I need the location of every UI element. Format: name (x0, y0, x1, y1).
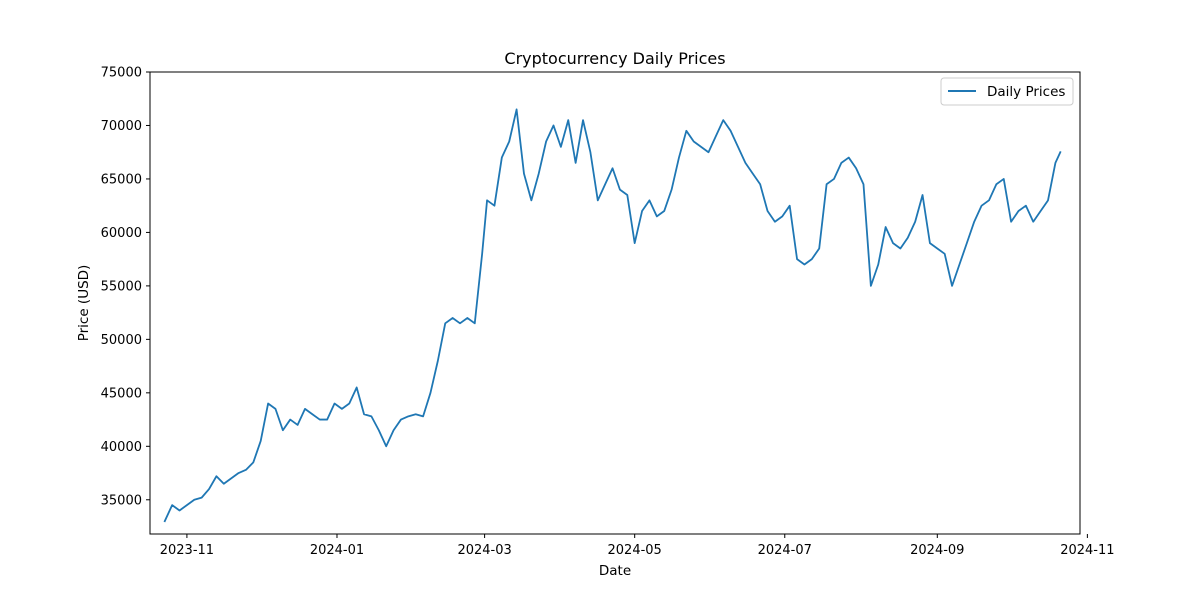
x-axis-label: Date (599, 563, 631, 579)
y-axis-label: Price (USD) (76, 265, 92, 342)
legend: Daily Prices (940, 77, 1074, 106)
legend-box (940, 77, 1074, 106)
y-tick-label: 40000 (101, 440, 142, 455)
y-tick-label: 60000 (101, 226, 142, 241)
x-axis-ticks: 2023-11 2024-01 2024-03 2024-05 2024-07 2024-… (160, 534, 1115, 558)
plot-area (150, 72, 1080, 534)
y-tick-label: 50000 (101, 333, 142, 348)
x-tick-label: 2024-07 (758, 543, 812, 558)
x-tick-label: 2024-01 (310, 543, 364, 558)
y-tick-label: 75000 (101, 66, 142, 81)
y-tick-label: 70000 (101, 119, 142, 134)
y-tick-label: 35000 (101, 493, 142, 508)
chart-title: Cryptocurrency Daily Prices (504, 49, 725, 68)
x-tick-label: 2024-09 (910, 543, 964, 558)
y-axis-ticks: 35000 40000 45000 50000 55000 60000 65000 70000… (101, 66, 150, 508)
x-tick-label: 2023-11 (160, 543, 214, 558)
series-line-daily-prices (163, 108, 1062, 523)
x-tick-label: 2024-11 (1060, 543, 1114, 558)
y-tick-label: 55000 (101, 279, 142, 294)
y-tick-label: 45000 (101, 386, 142, 401)
plot-frame (149, 71, 1081, 535)
x-tick-label: 2024-05 (608, 543, 662, 558)
x-tick-label: 2024-03 (457, 543, 511, 558)
legend-label-daily-prices: Daily Prices (987, 84, 1065, 100)
y-tick-label: 65000 (101, 172, 142, 187)
